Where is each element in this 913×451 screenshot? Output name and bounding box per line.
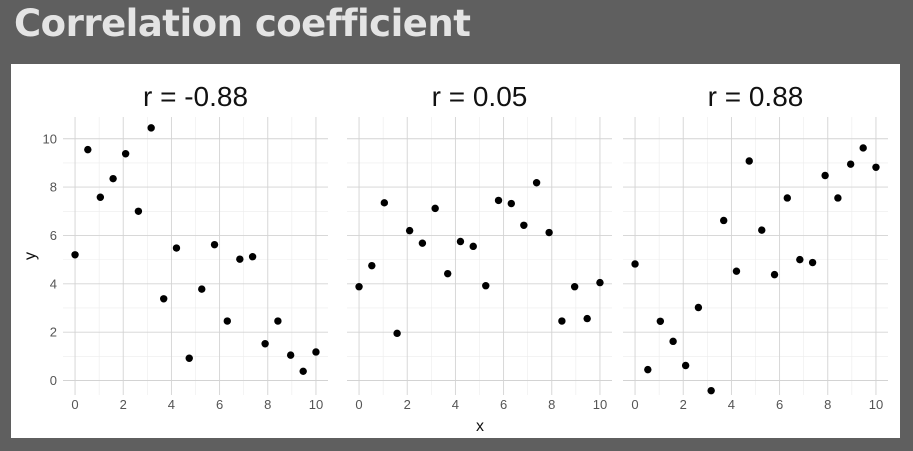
x-tick-label: 0 (71, 397, 78, 412)
data-point (469, 242, 477, 251)
y-tick-label: 4 (50, 276, 57, 291)
data-point (418, 239, 427, 247)
x-tick-label: 4 (452, 397, 459, 412)
x-tick-label: 6 (500, 397, 507, 412)
y-axis-title: y (22, 252, 39, 260)
data-point (583, 314, 591, 323)
data-point (393, 329, 401, 338)
data-point (681, 361, 690, 370)
data-point (71, 251, 79, 259)
x-tick-label: 10 (309, 397, 323, 412)
data-point (720, 216, 728, 225)
data-point (160, 295, 168, 303)
data-point (732, 267, 741, 275)
data-point (707, 386, 715, 395)
data-point (644, 365, 652, 374)
data-point (134, 207, 143, 215)
data-point (261, 340, 269, 348)
data-point (223, 317, 231, 325)
data-point (494, 196, 503, 205)
data-point (859, 144, 867, 152)
x-tick-label: 6 (776, 397, 783, 412)
x-tick-label: 4 (728, 397, 735, 412)
data-point (808, 258, 817, 267)
data-point (545, 228, 553, 237)
data-point (872, 163, 880, 171)
data-point (236, 255, 244, 263)
data-point (758, 226, 766, 234)
data-point (783, 194, 791, 202)
scatter-chart: r = -0.88 0 2 4 6 8 10 0 2 4 6 8 10 r = 0.05 0 2 4 6 8 10 r … (22, 81, 888, 435)
data-point (368, 261, 376, 270)
data-point (834, 194, 842, 202)
data-point (172, 244, 181, 252)
x-tick-label: 8 (548, 397, 555, 412)
data-point (770, 270, 779, 279)
y-tick-label: 10 (43, 131, 57, 146)
x-axis-title: x (476, 418, 484, 435)
data-point (532, 179, 541, 187)
data-point (147, 124, 155, 132)
x-tick-label: 2 (680, 397, 687, 412)
data-point (694, 303, 703, 312)
data-point (507, 199, 515, 208)
data-point (198, 285, 206, 293)
data-point (520, 221, 528, 229)
data-point (299, 367, 307, 376)
x-tick-label: 6 (216, 397, 223, 412)
data-point (355, 283, 363, 291)
panel-title: r = -0.88 (143, 81, 248, 112)
data-point (596, 278, 604, 287)
x-tick-label: 0 (631, 397, 638, 412)
data-point (380, 199, 389, 207)
scatter-figure: r = -0.88 0 2 4 6 8 10 0 2 4 6 8 10 r = 0.05 0 2 4 6 8 10 r … (11, 64, 900, 438)
data-point (570, 283, 579, 291)
data-point (185, 354, 193, 362)
x-tick-label: 10 (869, 397, 883, 412)
data-point (109, 174, 117, 183)
data-point (248, 253, 257, 261)
data-point (745, 157, 753, 165)
data-point (821, 171, 829, 180)
y-tick-label: 8 (50, 180, 57, 195)
data-point (631, 260, 639, 268)
x-tick-label: 0 (355, 397, 362, 412)
data-point (431, 204, 439, 213)
data-point (405, 226, 414, 235)
x-tick-label: 10 (593, 397, 607, 412)
x-tick-label: 2 (120, 397, 127, 412)
data-point (669, 337, 677, 346)
data-point (96, 193, 105, 201)
slide-title: Correlation coefficient (14, 2, 471, 45)
data-point (312, 348, 320, 356)
data-point (84, 145, 92, 154)
data-point (210, 240, 219, 249)
data-point (846, 160, 855, 168)
y-tick-label: 6 (50, 228, 57, 243)
data-point (274, 317, 282, 325)
data-point (444, 269, 452, 278)
data-point (456, 237, 465, 246)
data-point (482, 282, 490, 290)
data-point (796, 255, 804, 264)
x-tick-label: 4 (168, 397, 175, 412)
panel-title: r = 0.88 (708, 81, 804, 112)
x-tick-label: 8 (264, 397, 271, 412)
x-tick-label: 8 (824, 397, 831, 412)
data-point (121, 150, 130, 158)
data-point (558, 317, 566, 325)
y-tick-label: 2 (50, 325, 57, 340)
data-point (656, 317, 665, 325)
panel-title: r = 0.05 (432, 81, 528, 112)
y-tick-label: 0 (50, 373, 57, 388)
x-tick-label: 2 (404, 397, 411, 412)
data-point (286, 351, 295, 359)
